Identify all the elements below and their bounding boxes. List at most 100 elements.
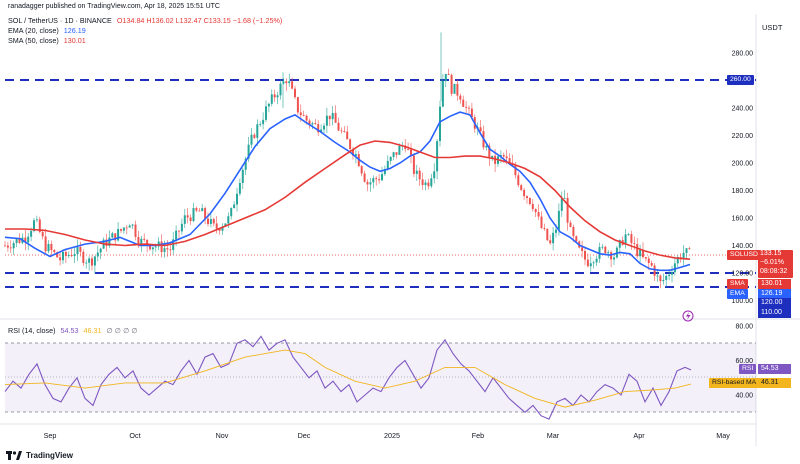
candle-body (398, 146, 401, 155)
price-tick-label: 140.00 (732, 243, 754, 250)
candle-body (604, 246, 607, 254)
price-tag-price: 133.15 (760, 250, 782, 257)
time-tick-label: Feb (472, 431, 484, 440)
candle-body (624, 234, 627, 245)
symbol-legend: SOL / TetherUS · 1D · BINANCE O134.84 H1… (8, 16, 282, 25)
candle-body (192, 208, 195, 221)
candle-body (494, 155, 497, 164)
sma-legend-value: 130.01 (63, 36, 86, 45)
candle-body (317, 124, 320, 133)
rsi-tick-label: 60.00 (735, 358, 753, 365)
candle-body (450, 74, 453, 94)
candle-body (627, 234, 630, 235)
tradingview-logo[interactable]: TradingView (6, 449, 73, 461)
candle-body (491, 155, 494, 159)
tradingview-logo-text: TradingView (26, 450, 73, 460)
candle-body (212, 219, 215, 224)
candle-body (172, 239, 175, 251)
candle-body (569, 222, 572, 227)
candle-body (47, 243, 50, 252)
candle-body (531, 203, 534, 209)
candle-body (149, 245, 151, 250)
candle-body (439, 106, 441, 142)
candle-body (618, 240, 621, 248)
candle-body (253, 134, 256, 138)
candle-body (685, 248, 688, 253)
candle-body (418, 170, 421, 180)
candle-body (375, 178, 378, 180)
candle-body (427, 182, 430, 187)
candle-body (456, 83, 459, 96)
candle-body (485, 145, 488, 148)
candle-body (163, 248, 166, 253)
candle-body (323, 125, 325, 130)
candle-body (488, 145, 491, 159)
candle-body (647, 258, 650, 264)
candle-body (433, 171, 436, 179)
candle-body (250, 134, 253, 145)
candle-body (340, 130, 343, 132)
candle-body (372, 178, 375, 183)
candle-body (82, 251, 85, 263)
candle-body (296, 97, 299, 113)
price-tick-label: 220.00 (732, 133, 754, 140)
candle-body (407, 148, 410, 150)
candle-body (224, 223, 227, 227)
candle-body (639, 249, 642, 257)
candle-body (154, 246, 157, 248)
candle-body (99, 248, 102, 253)
price-tag-countdown: 08:08:32 (760, 268, 788, 275)
time-tick-label: Mar (547, 431, 560, 440)
candle-body (549, 240, 552, 244)
candle-body (122, 227, 125, 231)
time-tick-label: Dec (298, 431, 311, 440)
candle-body (276, 95, 279, 98)
tag-symbol-name: SOLUSDT (727, 250, 766, 260)
tag-ema-name: EMA (727, 289, 748, 299)
candle-body (354, 154, 357, 156)
candle-body (6, 245, 9, 248)
candle-body (288, 81, 291, 84)
rsi-legend-label: RSI (14, close) (8, 326, 56, 335)
price-tag-change: −6.01% (760, 259, 784, 266)
candle-body (424, 182, 427, 186)
time-tick-label: Sep (44, 431, 57, 440)
candle-body (73, 254, 76, 257)
candle-body (499, 155, 502, 157)
rsi-axis: 40.00 60.00 80.00 (735, 324, 753, 400)
rsi-ma-line (4, 349, 692, 408)
candle-body (189, 217, 192, 221)
candle-body (282, 81, 285, 84)
sma-line (5, 140, 691, 260)
candle-body (505, 156, 508, 159)
candle-body (441, 81, 444, 107)
candle-body (85, 262, 88, 264)
candle-body (650, 263, 653, 266)
candle-body (24, 237, 27, 243)
candle-body (140, 238, 143, 245)
price-tick-label: 120.00 (732, 271, 754, 278)
rsi-tick-label: 40.00 (735, 393, 753, 400)
candle-body (227, 216, 230, 224)
candle-body (114, 233, 117, 241)
price-tick-label: 240.00 (732, 106, 754, 113)
candle-body (53, 250, 56, 253)
candle-body (166, 248, 169, 250)
candle-body (262, 119, 265, 125)
candle-body (91, 258, 93, 266)
candle-body (236, 193, 238, 205)
candle-body (125, 227, 128, 229)
price-tick-label: 100.00 (732, 298, 754, 305)
candle-body (35, 219, 38, 221)
candle-body (79, 247, 82, 252)
candle-body (566, 197, 569, 223)
candle-body (381, 174, 383, 181)
candle-body (526, 196, 528, 198)
candle-body (244, 158, 247, 170)
candle-body (546, 228, 549, 241)
candlestick-series (4, 32, 691, 289)
candle-body (676, 257, 679, 264)
candle-body (59, 257, 62, 261)
candle-body (523, 189, 526, 197)
